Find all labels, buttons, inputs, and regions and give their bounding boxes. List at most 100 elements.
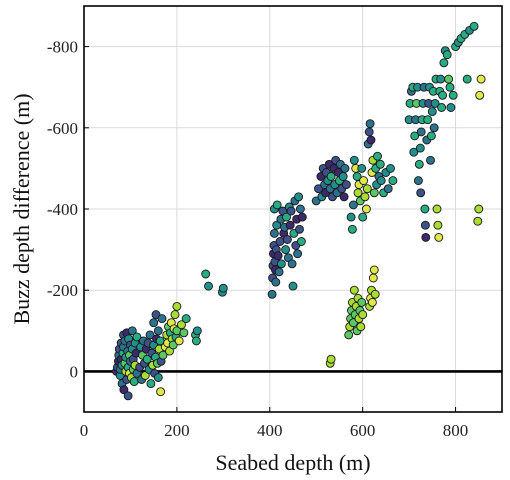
data-point <box>340 163 350 173</box>
data-point <box>475 90 485 100</box>
data-point <box>174 336 184 346</box>
data-point <box>356 322 366 332</box>
data-point <box>146 379 156 389</box>
data-point <box>420 220 430 230</box>
data-point <box>446 103 456 112</box>
data-point <box>326 354 336 364</box>
data-point <box>375 159 385 169</box>
data-point <box>276 259 286 269</box>
data-point <box>432 204 442 214</box>
data-point <box>145 330 155 340</box>
data-point <box>297 212 307 222</box>
y-tick-label: -600 <box>47 119 78 138</box>
data-point <box>344 330 354 340</box>
data-point <box>338 172 348 181</box>
data-point <box>127 326 137 336</box>
data-point <box>274 267 284 277</box>
data-point <box>360 192 370 202</box>
data-point <box>156 387 166 397</box>
data-point <box>285 220 295 230</box>
data-point <box>275 237 285 246</box>
data-point <box>282 235 292 244</box>
data-point <box>420 204 430 214</box>
data-point <box>445 82 455 92</box>
data-point <box>448 90 458 100</box>
y-tick-label: -200 <box>47 281 78 300</box>
data-point <box>177 320 186 330</box>
data-point <box>349 285 359 295</box>
x-tick-label: 200 <box>164 421 190 440</box>
data-point <box>314 184 323 194</box>
data-point <box>415 143 425 153</box>
data-point <box>426 131 436 141</box>
data-point <box>348 200 358 210</box>
data-point <box>346 212 356 222</box>
data-point <box>427 107 437 117</box>
data-point <box>409 147 419 157</box>
y-tick-label: -800 <box>47 38 78 57</box>
data-point <box>204 281 213 291</box>
data-point <box>172 301 182 311</box>
data-point <box>326 172 336 181</box>
x-tick-label: 400 <box>257 421 283 440</box>
data-point <box>444 74 454 84</box>
x-tick-label: 800 <box>443 421 469 440</box>
y-axis-title: Buzz depth difference (m) <box>9 93 34 324</box>
data-point <box>149 318 159 328</box>
x-tick-label: 0 <box>80 421 89 440</box>
data-point <box>119 385 129 395</box>
data-point <box>416 127 426 137</box>
data-point <box>383 184 393 194</box>
data-point <box>364 127 374 137</box>
data-point <box>436 74 446 84</box>
data-point <box>368 273 378 283</box>
data-point <box>269 228 279 238</box>
data-point <box>462 74 472 84</box>
data-point <box>469 21 479 31</box>
data-point <box>191 336 201 346</box>
data-point <box>170 310 180 320</box>
data-point <box>365 119 375 129</box>
data-point <box>282 212 291 222</box>
data-point <box>341 180 351 190</box>
data-point <box>376 176 386 186</box>
data-point <box>153 373 163 382</box>
data-point <box>153 326 163 336</box>
data-point <box>437 103 447 112</box>
data-point <box>429 123 439 133</box>
data-point <box>367 297 377 307</box>
data-point <box>273 251 283 261</box>
data-point <box>271 277 281 287</box>
data-point <box>361 204 371 214</box>
data-point <box>369 188 379 198</box>
data-point <box>296 237 306 246</box>
data-point <box>359 176 369 186</box>
data-point <box>370 289 380 299</box>
data-point <box>192 326 202 336</box>
data-point <box>286 206 296 216</box>
data-point <box>339 192 349 202</box>
data-point <box>294 192 304 202</box>
y-tick-label: -400 <box>47 200 78 219</box>
data-point <box>388 176 398 186</box>
x-axis-ticks: 0 200 400 600 800 <box>80 407 469 440</box>
data-point <box>476 74 486 84</box>
data-point <box>438 90 448 100</box>
data-point <box>430 98 440 108</box>
data-point <box>369 265 379 275</box>
data-point <box>357 163 367 173</box>
data-point <box>426 155 435 165</box>
data-point <box>416 188 426 198</box>
x-axis-title: Seabed depth (m) <box>215 450 370 475</box>
data-point <box>287 259 297 269</box>
data-point <box>151 310 161 320</box>
data-point <box>433 220 443 230</box>
data-point <box>414 159 424 169</box>
x-tick-label: 600 <box>350 421 376 440</box>
data-point <box>474 204 484 214</box>
data-point <box>123 391 133 401</box>
data-point <box>272 200 282 210</box>
data-point <box>295 224 304 234</box>
data-point <box>132 332 142 342</box>
y-axis-ticks: 0 -200 -400 -600 -800 <box>47 38 89 381</box>
